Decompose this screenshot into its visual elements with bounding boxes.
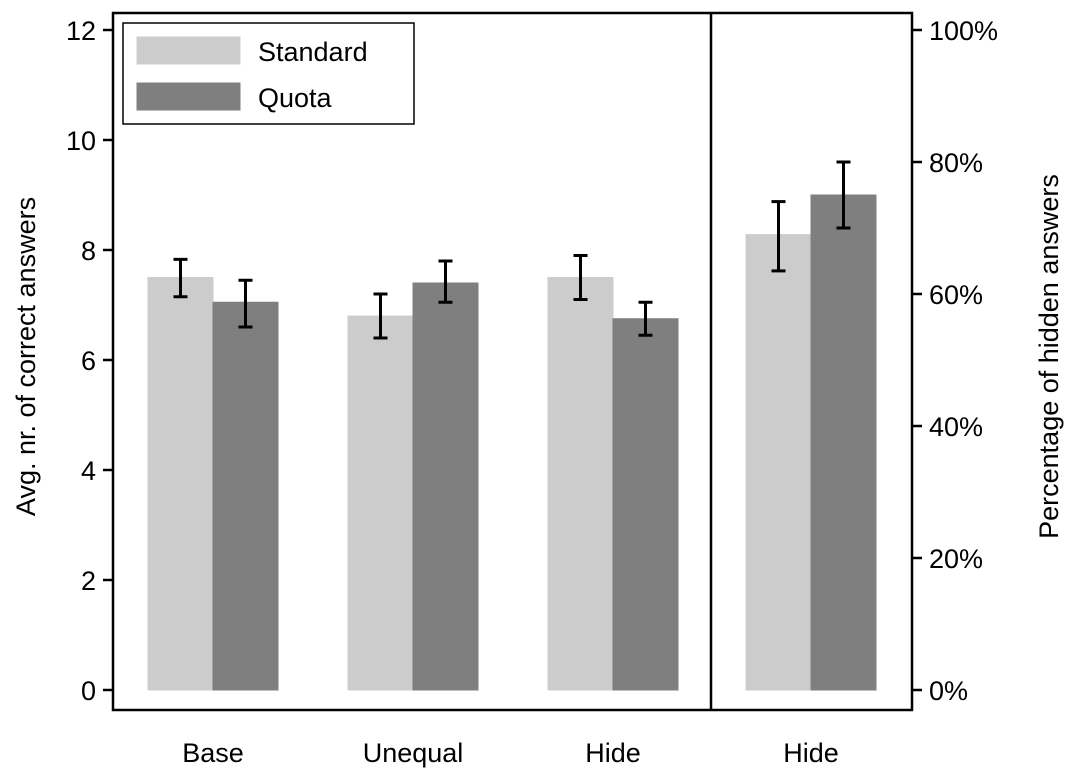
left-tick-label: 0 [81, 676, 96, 706]
bar-standard-0 [147, 277, 214, 691]
left-tick-label: 10 [66, 126, 96, 156]
bars-layer [147, 194, 877, 691]
legend-label-quota: Quota [258, 83, 333, 113]
right-tick-label: 40% [929, 412, 983, 442]
plot-border [111, 11, 914, 712]
category-label: Hide [783, 738, 839, 768]
right-tick-label: 80% [929, 148, 983, 178]
right-tick-label: 60% [929, 280, 983, 310]
error-bar-standard-1 [373, 292, 388, 340]
axis-ticks-layer [103, 28, 922, 692]
bar-standard-1 [347, 315, 414, 691]
bar-quota-0 [212, 301, 279, 691]
left-tick-label: 12 [66, 16, 96, 46]
legend-label-standard: Standard [258, 37, 368, 67]
left-tick-label: 4 [81, 456, 96, 486]
left-tick-label: 6 [81, 346, 96, 376]
left-tick-label: 2 [81, 566, 96, 596]
error-bar-quota-1 [438, 259, 453, 304]
error-bars-layer [173, 160, 851, 340]
error-bar-standard-2 [573, 254, 588, 301]
right-axis-title: Percentage of hidden answers [1034, 174, 1064, 539]
left-axis-title: Avg. nr. of correct answers [11, 197, 41, 516]
error-bar-quota-2 [638, 300, 653, 337]
bar-quota-2 [612, 318, 679, 691]
category-label: Unequal [363, 738, 464, 768]
bar-quota-1 [412, 282, 479, 691]
legend-swatch-quota [136, 82, 241, 111]
plot-frame [111, 11, 914, 712]
legend-swatch-standard [136, 36, 241, 65]
legend: Standard Quota [122, 22, 415, 125]
bar-quota-3 [810, 194, 877, 691]
category-label: Hide [585, 738, 641, 768]
category-label: Base [182, 738, 244, 768]
right-tick-label: 0% [929, 676, 968, 706]
bar-standard-2 [547, 277, 614, 691]
error-bar-standard-0 [173, 257, 188, 299]
left-tick-label: 8 [81, 236, 96, 266]
right-tick-label: 20% [929, 544, 983, 574]
error-bar-standard-3 [771, 200, 786, 273]
axis-labels-layer: 0 2 4 6 8 10 12 0% 20% 40% 60% 80% 100% Base Unequal Hi… [11, 16, 1064, 768]
error-bar-quota-3 [836, 160, 851, 230]
bar-standard-3 [745, 234, 812, 691]
right-tick-label: 100% [929, 16, 998, 46]
error-bar-quota-0 [238, 278, 253, 329]
